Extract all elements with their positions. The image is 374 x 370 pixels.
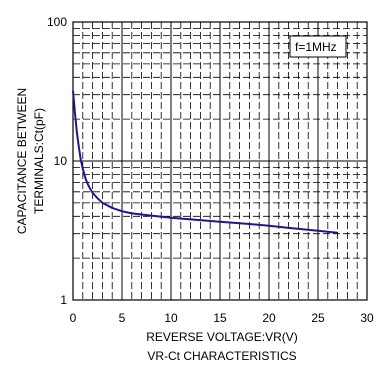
x-tick-label: 5 xyxy=(119,311,126,325)
x-tick-label: 30 xyxy=(360,311,374,325)
y-axis-label-line-2: TERMINALS:Ct(pF) xyxy=(32,108,46,214)
x-tick-label: 25 xyxy=(311,311,325,325)
chart-title: VR-Ct CHARACTERISTICS xyxy=(147,349,296,363)
x-axis-label: REVERSE VOLTAGE:VR(V) xyxy=(146,330,298,344)
x-tick-label: 15 xyxy=(213,311,227,325)
y-tick-labels: 1 10 100 xyxy=(47,15,67,307)
legend-box xyxy=(289,35,347,58)
y-tick-label: 10 xyxy=(54,154,68,168)
x-tick-label: 0 xyxy=(70,311,77,325)
y-tick-label: 100 xyxy=(47,15,67,29)
grid-lines xyxy=(72,21,368,301)
x-tick-labels: 0 5 10 15 20 25 30 xyxy=(70,311,374,325)
x-tick-label: 10 xyxy=(164,311,178,325)
y-tick-label: 1 xyxy=(60,293,67,307)
frequency-legend: f=1MHz xyxy=(289,35,347,58)
legend-text: f=1MHz xyxy=(295,40,337,54)
y-axis-label-line-1: CAPACITANCE BETWEEN xyxy=(15,88,29,234)
x-tick-label: 20 xyxy=(262,311,276,325)
series-line xyxy=(72,90,338,234)
plot-frame xyxy=(72,21,368,301)
